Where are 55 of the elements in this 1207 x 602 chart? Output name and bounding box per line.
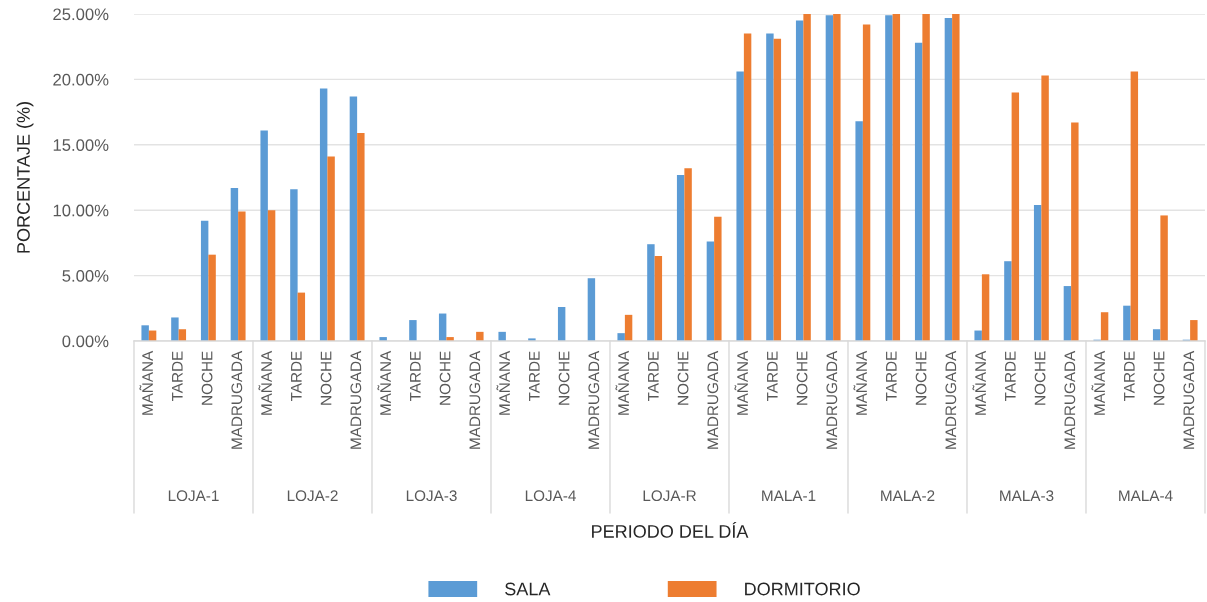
x-tick-label: MADRUGADA bbox=[469, 350, 481, 449]
x-tick-label: NOCHE bbox=[1034, 351, 1046, 405]
y-tick-label: 0.00% bbox=[62, 335, 109, 348]
text: MALA-2 bbox=[881, 490, 935, 501]
text: MALA-3 bbox=[1000, 490, 1054, 502]
x-tick-label: TARDE bbox=[1005, 351, 1016, 402]
x-tick-label: NOCHE bbox=[1153, 351, 1165, 405]
y-tick-label: 25.00% bbox=[53, 8, 109, 21]
legend-label: SALA bbox=[505, 582, 551, 596]
text: LOJA-2 bbox=[287, 490, 338, 502]
x-tick-label: MAÑANA bbox=[258, 350, 272, 415]
x-tick-label: NOCHE bbox=[915, 351, 927, 405]
text: LOJA-1 bbox=[168, 490, 219, 502]
y-tick-label: 20.00% bbox=[53, 73, 109, 86]
y-tick-label: 10.00% bbox=[53, 204, 109, 217]
x-tick-label: MAÑANA bbox=[853, 350, 867, 415]
y-tick-label: 15.00% bbox=[53, 139, 109, 151]
text: LOJA-4 bbox=[525, 490, 576, 502]
x-tick-label: NOCHE bbox=[439, 351, 451, 405]
x-tick-label: TARDE bbox=[172, 351, 183, 402]
x-tick-label: MAÑANA bbox=[734, 350, 748, 415]
text: LOJA-R bbox=[643, 490, 696, 502]
x-tick-label: MADRUGADA bbox=[826, 350, 838, 449]
x-tick-label: TARDE bbox=[410, 351, 421, 402]
x-tick-label: NOCHE bbox=[201, 351, 213, 405]
legend-label: DORMITORIO bbox=[745, 582, 860, 596]
x-tick-label: MADRUGADA bbox=[1064, 350, 1076, 449]
x-tick-label: TARDE bbox=[886, 351, 897, 402]
x-tick-label: MAÑANA bbox=[377, 350, 391, 415]
x-tick-label: MAÑANA bbox=[972, 350, 986, 415]
x-tick-label: MAÑANA bbox=[615, 350, 629, 415]
text: LOJA-3 bbox=[406, 490, 457, 502]
x-tick-label: MAÑANA bbox=[496, 350, 510, 415]
x-tick-label: TARDE bbox=[648, 351, 659, 402]
x-tick-label: NOCHE bbox=[677, 351, 689, 405]
x-tick-label: TARDE bbox=[291, 351, 302, 402]
x-tick-label: MAÑANA bbox=[1091, 350, 1105, 415]
text: MALA-4 bbox=[1119, 490, 1173, 501]
x-tick-label: NOCHE bbox=[796, 351, 808, 405]
x-tick-label: MAÑANA bbox=[139, 350, 153, 415]
x-tick-label: NOCHE bbox=[320, 351, 332, 405]
x-tick-label: MADRUGADA bbox=[350, 350, 362, 449]
text: MALA-1 bbox=[762, 490, 816, 501]
y-axis-title: PORCENTAJE (%) bbox=[16, 102, 34, 253]
x-tick-label: MADRUGADA bbox=[707, 350, 719, 449]
y-tick-label: 5.00% bbox=[62, 270, 109, 282]
x-tick-label: MADRUGADA bbox=[1183, 350, 1195, 449]
x-tick-label: MADRUGADA bbox=[588, 350, 600, 449]
x-tick-label: TARDE bbox=[767, 351, 778, 402]
x-tick-label: TARDE bbox=[529, 351, 540, 402]
x-tick-label: MADRUGADA bbox=[945, 350, 957, 449]
x-tick-label: TARDE bbox=[1124, 351, 1135, 402]
x-tick-label: NOCHE bbox=[558, 351, 570, 405]
x-axis-title: PERIODO DEL DÍA bbox=[592, 522, 749, 538]
x-tick-label: MADRUGADA bbox=[231, 350, 243, 449]
